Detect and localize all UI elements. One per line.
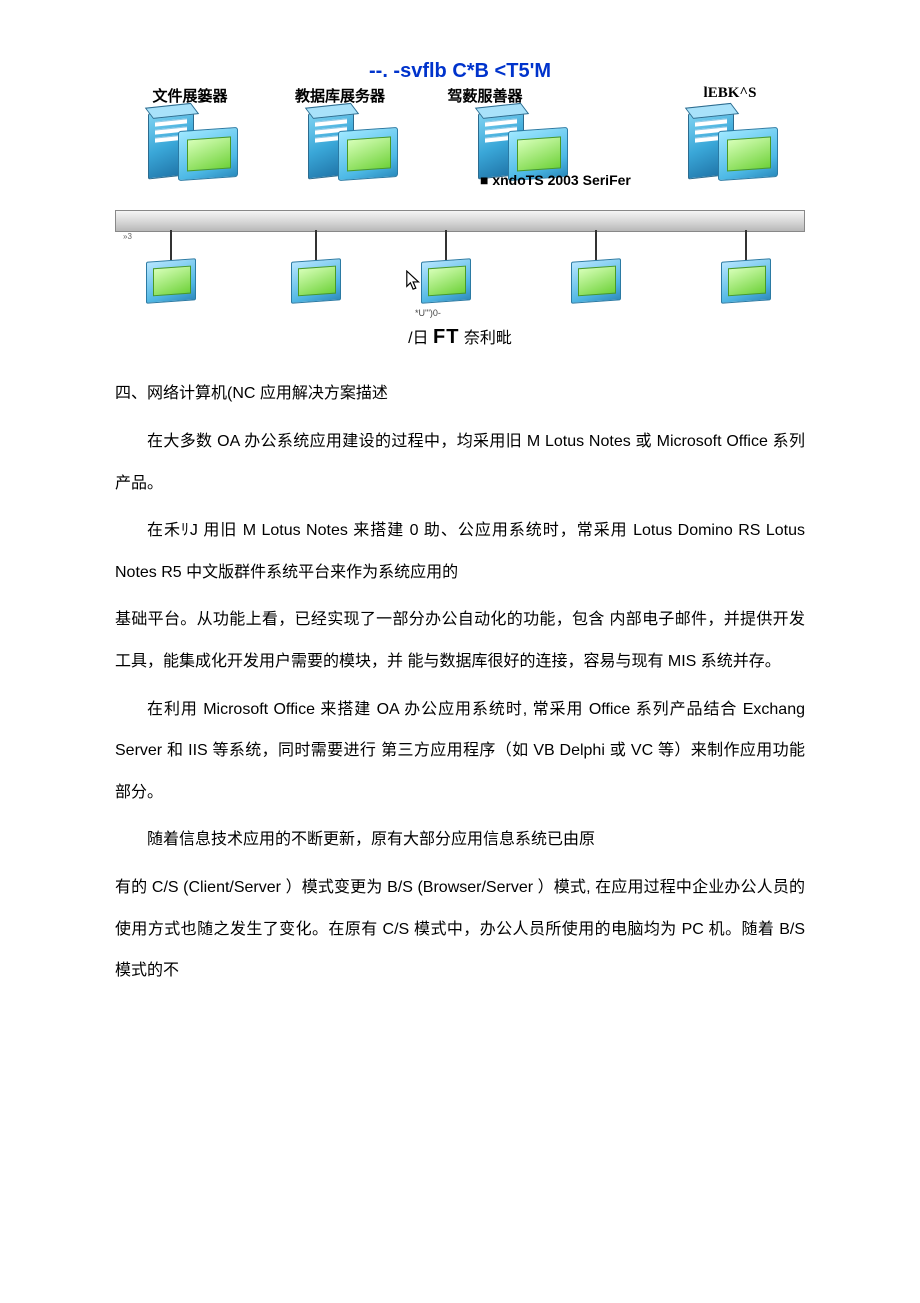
server-label-db: 教据库展务器 — [265, 85, 415, 106]
client-icon — [146, 258, 196, 303]
diagram-title: --. -svflb C*B <T5'M — [115, 60, 805, 83]
bus-tap — [595, 230, 597, 260]
server-label-row: 文件展篓器 教据库展务器 驾薮服善器 lEBK^S — [115, 85, 805, 105]
section-heading: 四、网络计算机(NC 应用解决方案描述 — [115, 379, 805, 403]
client-icon — [421, 258, 471, 303]
network-diagram: --. -svflb C*B <T5'M 文件展篓器 教据库展务器 驾薮服善器 … — [115, 60, 805, 349]
paragraph: 有的 C/S (Client/Server ）模式变更为 B/S (Browse… — [115, 867, 805, 992]
server-label-ebk: lEBK^S — [660, 85, 800, 102]
document-page: --. -svflb C*B <T5'M 文件展篓器 教据库展务器 驾薮服善器 … — [0, 0, 920, 1078]
diagram-caption: /日 FT 奈利毗 — [115, 324, 805, 349]
client-icon — [291, 258, 341, 303]
network-bus: »3 *U'")0- — [115, 210, 805, 320]
paragraph: 在利用 Microsoft Office 来搭建 OA 办公应用系统时, 常采用… — [115, 689, 805, 814]
bus-tap — [745, 230, 747, 260]
server-icon — [670, 107, 790, 185]
paragraph: 在禾ﾘJ 用旧 M Lotus Notes 来搭建 0 助、公应用系统时，常采用… — [115, 510, 805, 593]
bus-tap — [445, 230, 447, 260]
bus-tap — [170, 230, 172, 260]
caption-prefix: /日 — [408, 330, 433, 347]
client-icon — [571, 258, 621, 303]
server-icons-row — [115, 107, 805, 192]
bus-tap — [315, 230, 317, 260]
caption-bold: FT — [433, 326, 459, 348]
caption-suffix: 奈利毗 — [459, 330, 511, 347]
server-icon — [290, 107, 410, 185]
paragraph: 基础平台。从功能上看，已经实现了一部分办公自动化的功能，包含 内部电子邮件，并提… — [115, 599, 805, 682]
diagram-footnote: ■ xndoTS 2003 SeriFer — [480, 172, 631, 188]
server-label-app: 驾薮服善器 — [420, 85, 550, 106]
client-icon — [721, 258, 771, 303]
paragraph: 在大多数 OA 办公系统应用建设的过程中，均采用旧 M Lotus Notes … — [115, 421, 805, 504]
bus-bar — [115, 210, 805, 232]
server-icon — [130, 107, 250, 185]
bus-tiny-note: *U'")0- — [415, 308, 441, 318]
paragraph: 随着信息技术应用的不断更新，原有大部分应用信息系统已由原 — [115, 819, 805, 861]
bus-taps: *U'")0- — [115, 230, 805, 320]
